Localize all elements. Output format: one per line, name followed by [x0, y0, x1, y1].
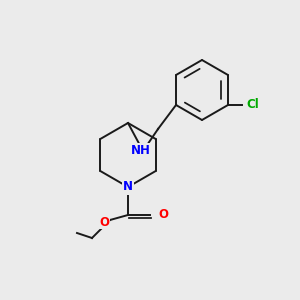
Text: N: N	[123, 181, 133, 194]
Text: O: O	[158, 208, 168, 221]
Text: NH: NH	[131, 145, 151, 158]
Text: O: O	[99, 215, 109, 229]
Text: Cl: Cl	[246, 98, 259, 110]
